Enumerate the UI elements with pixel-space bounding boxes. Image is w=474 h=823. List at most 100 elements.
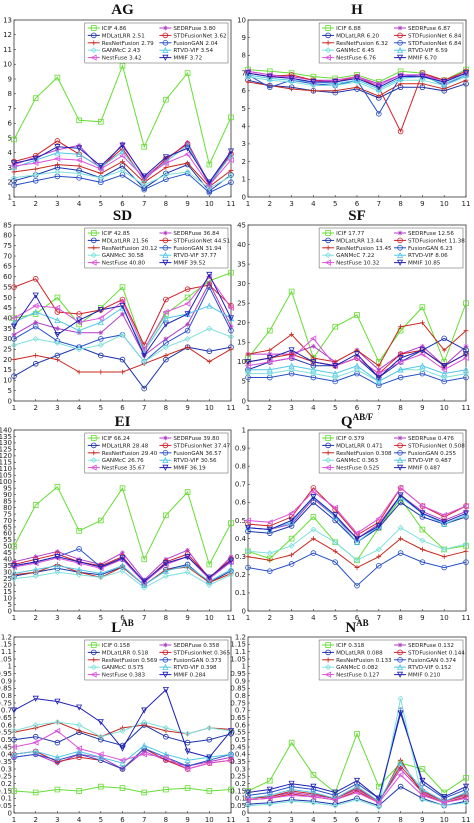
data-point — [32, 573, 39, 580]
y-tick-label: 7 — [8, 105, 12, 113]
legend-label: MMIF 10.85 — [408, 261, 441, 267]
data-point — [244, 517, 251, 524]
data-point — [11, 727, 17, 734]
data-point — [419, 362, 426, 369]
data-point — [10, 743, 17, 751]
data-point — [54, 753, 61, 761]
data-point — [376, 93, 382, 99]
data-point — [462, 789, 470, 796]
y-tick-label: 85 — [3, 497, 12, 505]
data-point — [289, 552, 294, 558]
legend-swatch-marker — [397, 456, 404, 464]
data-point — [397, 499, 404, 506]
legend: ICIF 17.77 SEDRFuse 12.56 MDLatLRR 13.44 ST… — [318, 227, 465, 269]
y-tick-label: 100 — [0, 478, 12, 486]
data-point — [441, 374, 448, 381]
y-tick-label: 5 — [8, 134, 12, 142]
data-point — [266, 550, 273, 557]
data-point — [245, 351, 251, 357]
data-point — [54, 484, 61, 490]
data-point — [375, 84, 382, 91]
data-point — [266, 786, 273, 793]
legend-label: SEDRFuse 0.358 — [173, 643, 219, 649]
data-point — [11, 284, 17, 290]
data-point — [32, 748, 39, 755]
data-point — [119, 147, 126, 155]
legend-swatch-marker — [397, 671, 404, 678]
data-point — [119, 562, 126, 569]
series-rtvd-vif — [10, 742, 235, 766]
data-point — [11, 575, 17, 582]
y-tick-label: 0.3 — [235, 765, 246, 773]
x-tick-label: 8 — [398, 614, 402, 622]
data-point — [54, 294, 61, 301]
data-point — [32, 566, 39, 573]
x-tick-label: 7 — [142, 614, 146, 622]
legend-label: FusionGAN 31.94 — [173, 246, 221, 252]
x-tick-label: 11 — [227, 816, 236, 823]
data-point — [397, 75, 404, 82]
series-icif — [245, 288, 469, 365]
legend-swatch-marker — [162, 39, 169, 46]
legend-label: SEDRFuse 36.84 — [173, 231, 219, 237]
y-tick-label: 80 — [3, 232, 12, 240]
x-tick-label: 5 — [99, 614, 103, 622]
data-point — [76, 546, 82, 552]
series-line — [247, 349, 467, 379]
data-point — [97, 307, 104, 314]
series-line — [13, 724, 232, 747]
data-point — [310, 488, 317, 495]
x-tick-label: 3 — [289, 404, 293, 412]
y-tick-label: 40 — [3, 556, 12, 564]
legend-swatch-marker — [90, 457, 97, 464]
data-point — [76, 728, 82, 734]
data-point — [288, 366, 295, 373]
data-point — [163, 170, 169, 177]
legend-label: SEDRFuse 39.80 — [173, 436, 219, 442]
legend-label: GANMcC 0.082 — [336, 665, 378, 671]
series-icif — [11, 269, 234, 353]
data-point — [354, 565, 360, 570]
data-point — [397, 695, 404, 702]
y-tick-label: 0 — [242, 607, 246, 615]
data-point — [289, 332, 294, 337]
data-point — [97, 719, 104, 726]
legend-swatch-marker — [162, 54, 169, 61]
legend-label: RTVD-VIF 0.152 — [408, 665, 451, 671]
data-point — [311, 536, 316, 541]
data-point — [76, 117, 82, 124]
plot-title-superscript: AB — [356, 618, 369, 628]
series-line — [247, 708, 467, 800]
series-mmif — [244, 710, 470, 802]
legend: ICIF 4.86 SEDRFuse 3.80 MDLatLRR 2.51 STDFu… — [84, 22, 229, 64]
data-point — [266, 355, 273, 362]
x-tick-label: 9 — [185, 200, 189, 208]
data-point — [244, 70, 252, 77]
data-point — [462, 795, 469, 802]
data-point — [163, 96, 169, 103]
legend-swatch-marker — [90, 664, 97, 671]
y-tick-label: 15 — [3, 366, 12, 374]
data-point — [206, 325, 213, 332]
data-point — [119, 766, 126, 772]
data-point — [119, 555, 126, 562]
data-point — [54, 569, 61, 576]
legend-label: RTVD-VIF 6.59 — [408, 48, 448, 54]
data-point — [441, 520, 448, 527]
data-point — [441, 347, 447, 353]
y-tick-label: 0.65 — [230, 714, 246, 722]
data-point — [397, 492, 404, 499]
series-line — [247, 765, 467, 802]
data-point — [54, 74, 61, 81]
legend-swatch-marker — [90, 464, 97, 471]
data-point — [353, 538, 361, 546]
data-point — [98, 369, 104, 375]
data-point — [10, 570, 18, 577]
legend-label: ResNetFusion 20.12 — [102, 246, 158, 252]
series-line — [13, 273, 232, 357]
series-line — [13, 786, 232, 794]
series-mmif — [10, 687, 235, 761]
plot-title: H — [351, 2, 363, 18]
y-tick-label: 0.5 — [1, 736, 12, 744]
